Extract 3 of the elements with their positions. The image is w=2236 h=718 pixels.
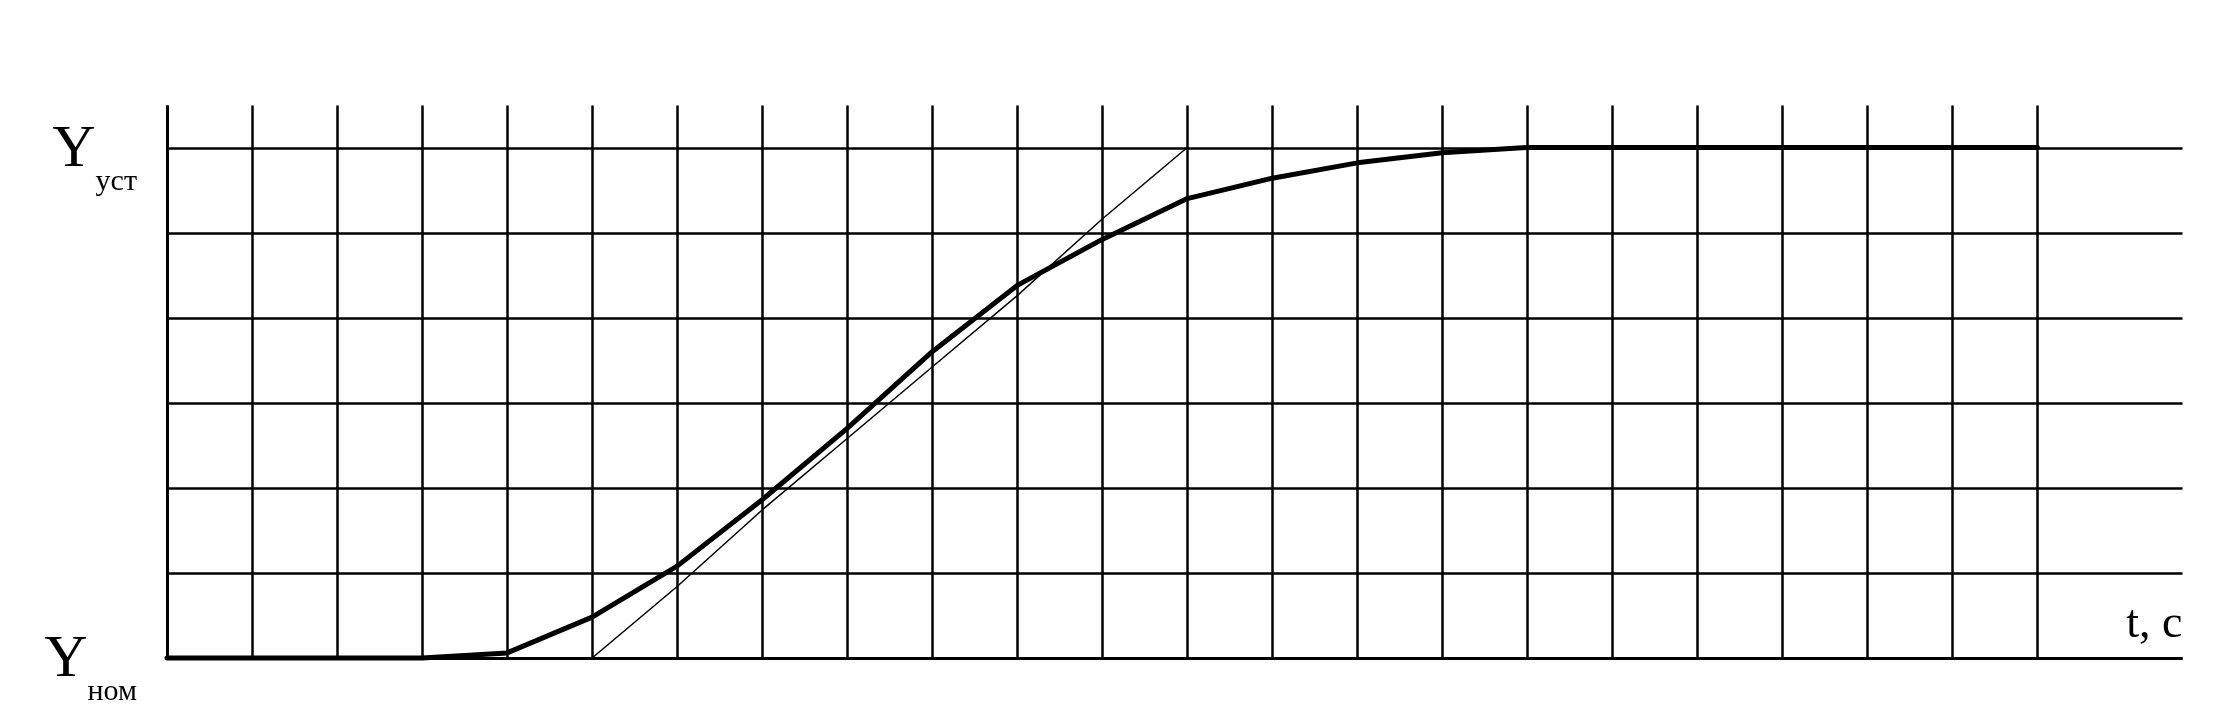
annotation: Y$_{ном}$ — [44, 623, 138, 706]
x-axis-title: t, с — [2126, 595, 2183, 647]
annotation: Y$_{уст}$ — [52, 112, 137, 196]
